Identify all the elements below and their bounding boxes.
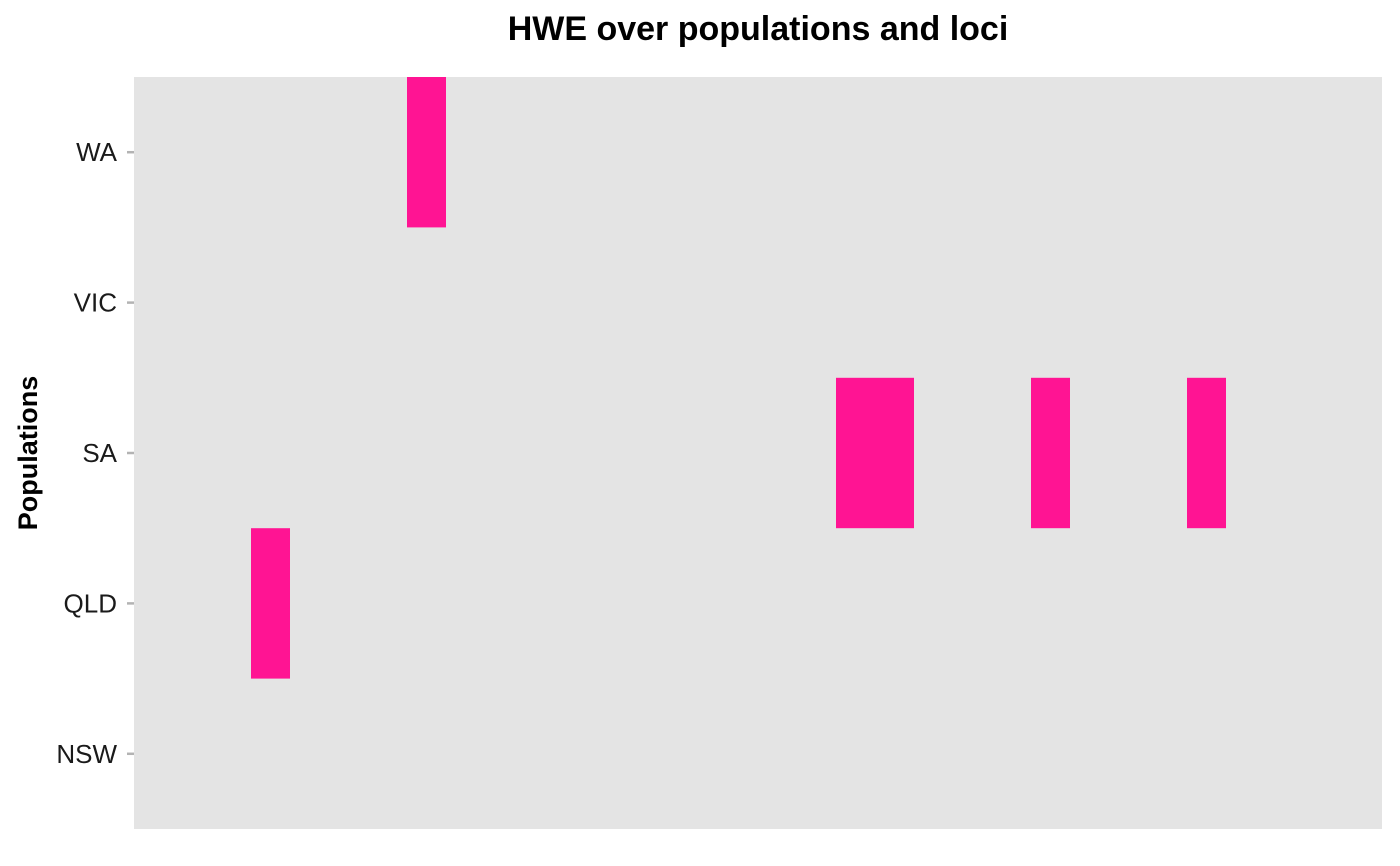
heatmap-cell	[1187, 377, 1226, 529]
y-tick-label: WA	[76, 137, 118, 167]
heatmap-cell	[1031, 377, 1070, 529]
heatmap-cells	[251, 77, 1226, 679]
y-tick-label: NSW	[56, 739, 117, 769]
heatmap-cell	[836, 377, 875, 529]
heatmap-cell	[407, 77, 446, 228]
y-tick-label: QLD	[64, 588, 117, 618]
y-tick-label: SA	[82, 438, 117, 468]
y-axis-ticks: NSW QLD SA VIC WA	[56, 137, 134, 769]
chart-title: HWE over populations and loci	[508, 10, 1009, 48]
y-axis-label: Populations	[13, 376, 43, 531]
heatmap-cell	[251, 528, 290, 679]
heatmap-cell	[875, 377, 914, 529]
y-tick-label: VIC	[74, 288, 117, 318]
plot-panel	[134, 77, 1382, 829]
